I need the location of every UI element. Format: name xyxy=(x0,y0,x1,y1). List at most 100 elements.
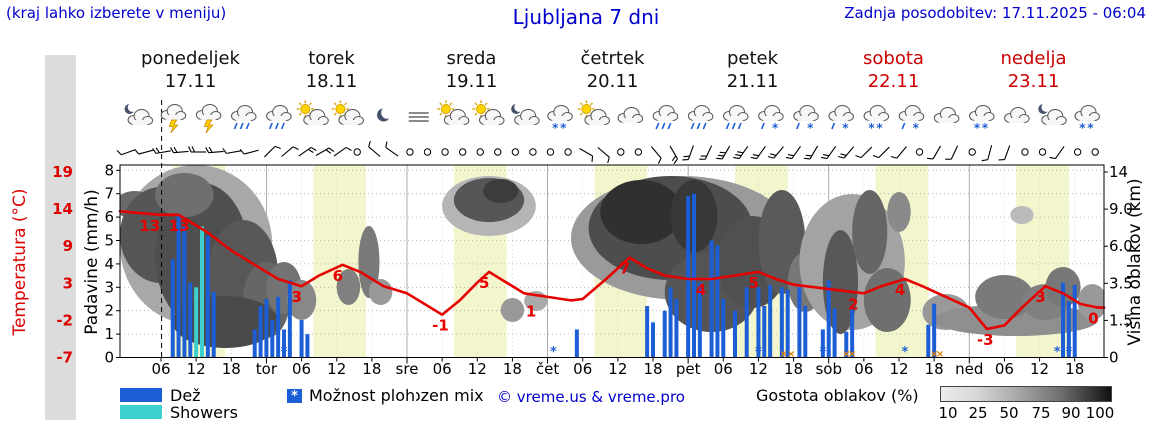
cloud-tick-label: 0 xyxy=(1109,349,1119,367)
wind-calm-icon xyxy=(1073,148,1082,156)
wind-barb-icon xyxy=(838,146,855,159)
cloud-blob xyxy=(1077,284,1104,320)
wind-calm-icon xyxy=(634,148,643,156)
rain-bar xyxy=(276,296,281,358)
rain-bar xyxy=(715,245,720,358)
day-header-petek: petek 21.11 xyxy=(682,48,823,93)
rain-bar xyxy=(674,299,679,358)
rain-legend-label: Dež xyxy=(170,386,201,405)
day-header-cetrtek: četrtek 20.11 xyxy=(542,48,683,93)
day-date: 21.11 xyxy=(726,70,779,92)
x-tick-label: 06 xyxy=(151,360,170,378)
weather-icon-sun-cloud-icon xyxy=(472,100,505,125)
weather-icon-snow-cloud-icon: * * xyxy=(1074,105,1100,135)
temp-tick-label: 14 xyxy=(52,200,73,218)
temp-value-label: 1 xyxy=(526,302,536,320)
cloud-tick-label: 1.5 xyxy=(1109,311,1133,329)
shower-bar xyxy=(194,287,199,358)
x-tick-label: 06 xyxy=(714,360,733,378)
precip-tick-label: 8 xyxy=(104,161,114,179)
wind-barb-icon xyxy=(733,145,749,160)
cloud-blob xyxy=(286,280,317,320)
weather-icon-rain-icon xyxy=(652,105,679,130)
rain-bar xyxy=(721,299,726,358)
copyright-link[interactable]: © vreme.us & vreme.pro xyxy=(497,388,685,406)
rain-bar xyxy=(826,280,831,358)
wind-barb-icon xyxy=(890,146,907,159)
weather-icon-sun-cloud-icon xyxy=(331,100,364,125)
wind-calm-icon xyxy=(915,148,924,156)
rain-bar xyxy=(926,324,931,358)
frozen-mix-mark: × xyxy=(779,349,787,360)
rain-bar xyxy=(270,320,275,358)
wind-calm-icon xyxy=(1021,148,1029,156)
precip-tick-label: 0 xyxy=(104,349,114,367)
frozen-mix-label: frozen mix xyxy=(399,386,484,405)
cloud-blob xyxy=(500,298,525,322)
x-tick-label: 06 xyxy=(995,360,1014,378)
rain-bar xyxy=(668,287,673,358)
rain-bar xyxy=(756,287,761,358)
wind-calm-icon xyxy=(1091,148,1099,156)
wind-barb-icon xyxy=(281,146,299,157)
x-tick-label: 12 xyxy=(749,360,768,378)
wind-calm-icon xyxy=(546,148,555,156)
cloud-blob xyxy=(155,173,214,217)
weather-icon-snow-rain-icon: * xyxy=(758,105,784,135)
wind-calm-icon xyxy=(476,148,484,156)
axis-labels: 06 12 18 tor 06 12 18 sre 06 12 18 čet 06 12 18 pet 06 12… xyxy=(52,161,1133,378)
wind-barb-icon xyxy=(222,148,242,154)
weather-icon-moon-icon xyxy=(377,106,394,122)
rain-bar xyxy=(305,334,310,358)
weather-icon-cloud-icon xyxy=(617,107,644,123)
wind-barb-icon xyxy=(579,148,594,163)
cloud-tick-label: 9.0 xyxy=(1109,200,1133,218)
day-name: četrtek xyxy=(580,48,645,69)
rain-bar xyxy=(733,310,737,358)
wind-barb-icon xyxy=(264,145,281,158)
wind-barb-icon xyxy=(872,146,890,159)
svg-text:*: * xyxy=(1087,121,1094,135)
temp-tick-label: -2 xyxy=(56,311,73,329)
weather-icon-snow-rain-icon: * xyxy=(793,105,819,135)
wind-barb-icon xyxy=(1049,145,1065,160)
wind-barb-icon xyxy=(785,145,801,160)
snow-star-mark: * xyxy=(755,345,762,360)
svg-text:*: * xyxy=(876,121,883,135)
rain-bar xyxy=(282,329,286,358)
rain-bar xyxy=(252,329,257,358)
density-tick-label: 25 xyxy=(968,404,988,422)
weather-icon-moon-cloud-icon xyxy=(124,102,154,125)
x-tick-label: 18 xyxy=(503,360,522,378)
rain-bar xyxy=(844,331,849,358)
precip-tick-label: 4 xyxy=(104,255,114,273)
page-title: Ljubljana 7 dni xyxy=(512,5,660,29)
rain-bar xyxy=(932,303,937,358)
weather-icon-rain-icon xyxy=(687,105,714,130)
snow-star-mark: * xyxy=(1054,345,1061,360)
weather-icon-fog-icon xyxy=(408,112,429,122)
temp-value-label: 2 xyxy=(848,295,858,313)
cloud-blob xyxy=(852,190,888,274)
weather-icon-snow-cloud-icon: * * xyxy=(969,105,995,135)
frozen-mix-mark: × xyxy=(848,349,856,360)
chance-star-icon: * xyxy=(287,389,302,404)
wind-calm-icon xyxy=(617,148,625,156)
wind-barb-icon xyxy=(804,145,819,160)
cloud-blob xyxy=(863,268,911,332)
temp-curve xyxy=(118,209,1106,331)
day-header-ponedeljek: ponedeljek 17.11 xyxy=(120,48,261,93)
x-tick-label: 12 xyxy=(468,360,487,378)
rain-bar xyxy=(651,322,655,358)
day-name: petek xyxy=(726,48,779,69)
day-name: nedelja xyxy=(1000,48,1067,69)
temp-value-label: 0 xyxy=(1088,310,1098,328)
wind-barb-icon xyxy=(669,145,678,165)
svg-text:*: * xyxy=(772,121,779,135)
left-axis-strip xyxy=(45,55,76,420)
wind-barb-icon xyxy=(981,145,993,162)
snow-star-mark: * xyxy=(901,345,908,360)
rain-bar xyxy=(211,291,216,358)
x-tick-label: 06 xyxy=(433,360,452,378)
rain-bar xyxy=(762,306,767,358)
